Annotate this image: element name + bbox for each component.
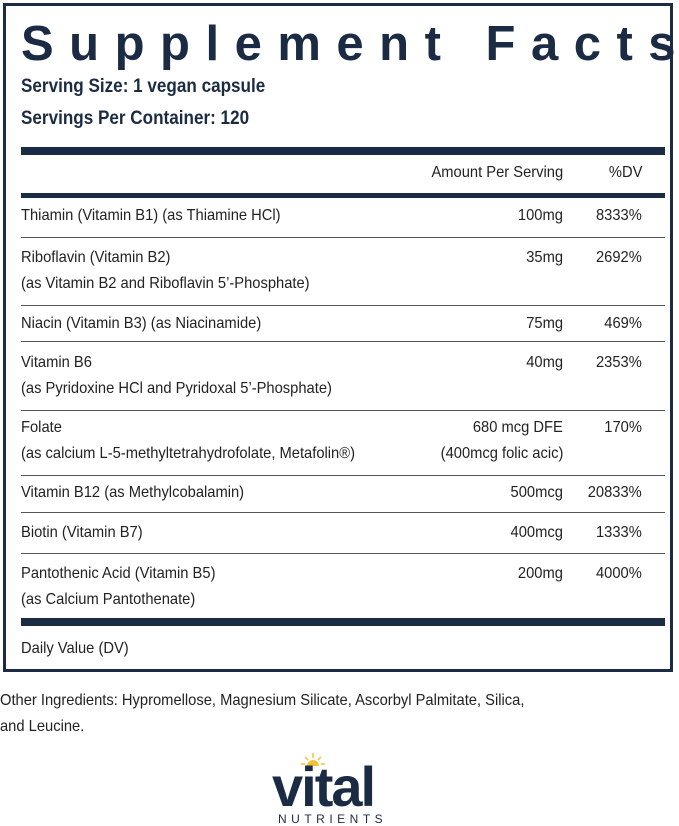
row-name: Riboflavin (Vitamin B2) (21, 249, 171, 266)
footnote: Daily Value (DV) (21, 640, 129, 657)
header-dv: %DV (608, 164, 642, 181)
row-name: Vitamin B6 (21, 354, 92, 371)
row-name: Biotin (Vitamin B7) (21, 524, 143, 541)
row-name: Vitamin B12 (as Methylcobalamin) (21, 484, 245, 501)
divider-thick (21, 147, 665, 155)
row-name: Pantothenic Acid (Vitamin B5) (21, 565, 216, 582)
row-amount: 500mcg (510, 484, 563, 501)
row-dv: 20833% (587, 484, 642, 501)
sun-icon (301, 753, 325, 766)
row-amount: 35mg (526, 249, 563, 266)
divider-thick (21, 618, 665, 626)
row-sub: (as calcium L-5-methyltetrahydrofolate, … (21, 445, 356, 462)
row-divider (21, 410, 665, 411)
row-amount: 100mg (517, 207, 563, 224)
row-dv: 469% (604, 315, 642, 332)
row-amount: 680 mcg DFE (473, 419, 563, 436)
row-amount: 75mg (526, 315, 563, 332)
row-divider (21, 305, 665, 306)
header-amount: Amount Per Serving (431, 164, 563, 181)
other-ingredients: Other Ingredients: Hypromellose, Magnesi… (0, 692, 525, 709)
row-name: Niacin (Vitamin B3) (as Niacinamide) (21, 315, 262, 332)
row-amount-note: (400mcg folic acic) (440, 445, 563, 462)
row-dv: 4000% (596, 565, 642, 582)
row-sub: (as Pyridoxine HCl and Pyridoxal 5’-Phos… (21, 380, 332, 397)
row-dv: 8333% (596, 207, 642, 224)
row-divider (21, 341, 665, 342)
row-amount: 40mg (526, 354, 563, 371)
row-sub: (as Calcium Pantothenate) (21, 591, 196, 608)
logo-wordmark: vital (272, 764, 375, 810)
other-ingredients-cont: and Leucine. (0, 718, 85, 735)
row-amount: 200mg (517, 565, 563, 582)
row-divider (21, 475, 665, 476)
row-dv: 170% (604, 419, 642, 436)
logo-subtitle: NUTRIENTS (278, 812, 388, 826)
row-sub: (as Vitamin B2 and Riboflavin 5’-Phospha… (21, 275, 310, 292)
panel-title: Supplement Facts (21, 17, 679, 71)
supplement-facts-panel: Supplement Facts Serving Size: 1 vegan c… (3, 3, 676, 672)
vital-nutrients-logo: vital NUTRIENTS (272, 752, 407, 826)
row-dv: 1333% (596, 524, 642, 541)
row-dv: 2692% (596, 249, 642, 266)
row-name: Thiamin (Vitamin B1) (as Thiamine HCl) (21, 207, 281, 224)
row-amount: 400mcg (510, 524, 563, 541)
row-divider (21, 512, 665, 513)
row-divider (21, 553, 665, 554)
row-dv: 2353% (596, 354, 642, 371)
row-divider (21, 237, 665, 238)
row-name: Folate (21, 419, 62, 436)
divider-medium (21, 193, 665, 198)
servings-per-container: Servings Per Container: 120 (21, 108, 250, 129)
serving-size: Serving Size: 1 vegan capsule (21, 76, 266, 97)
